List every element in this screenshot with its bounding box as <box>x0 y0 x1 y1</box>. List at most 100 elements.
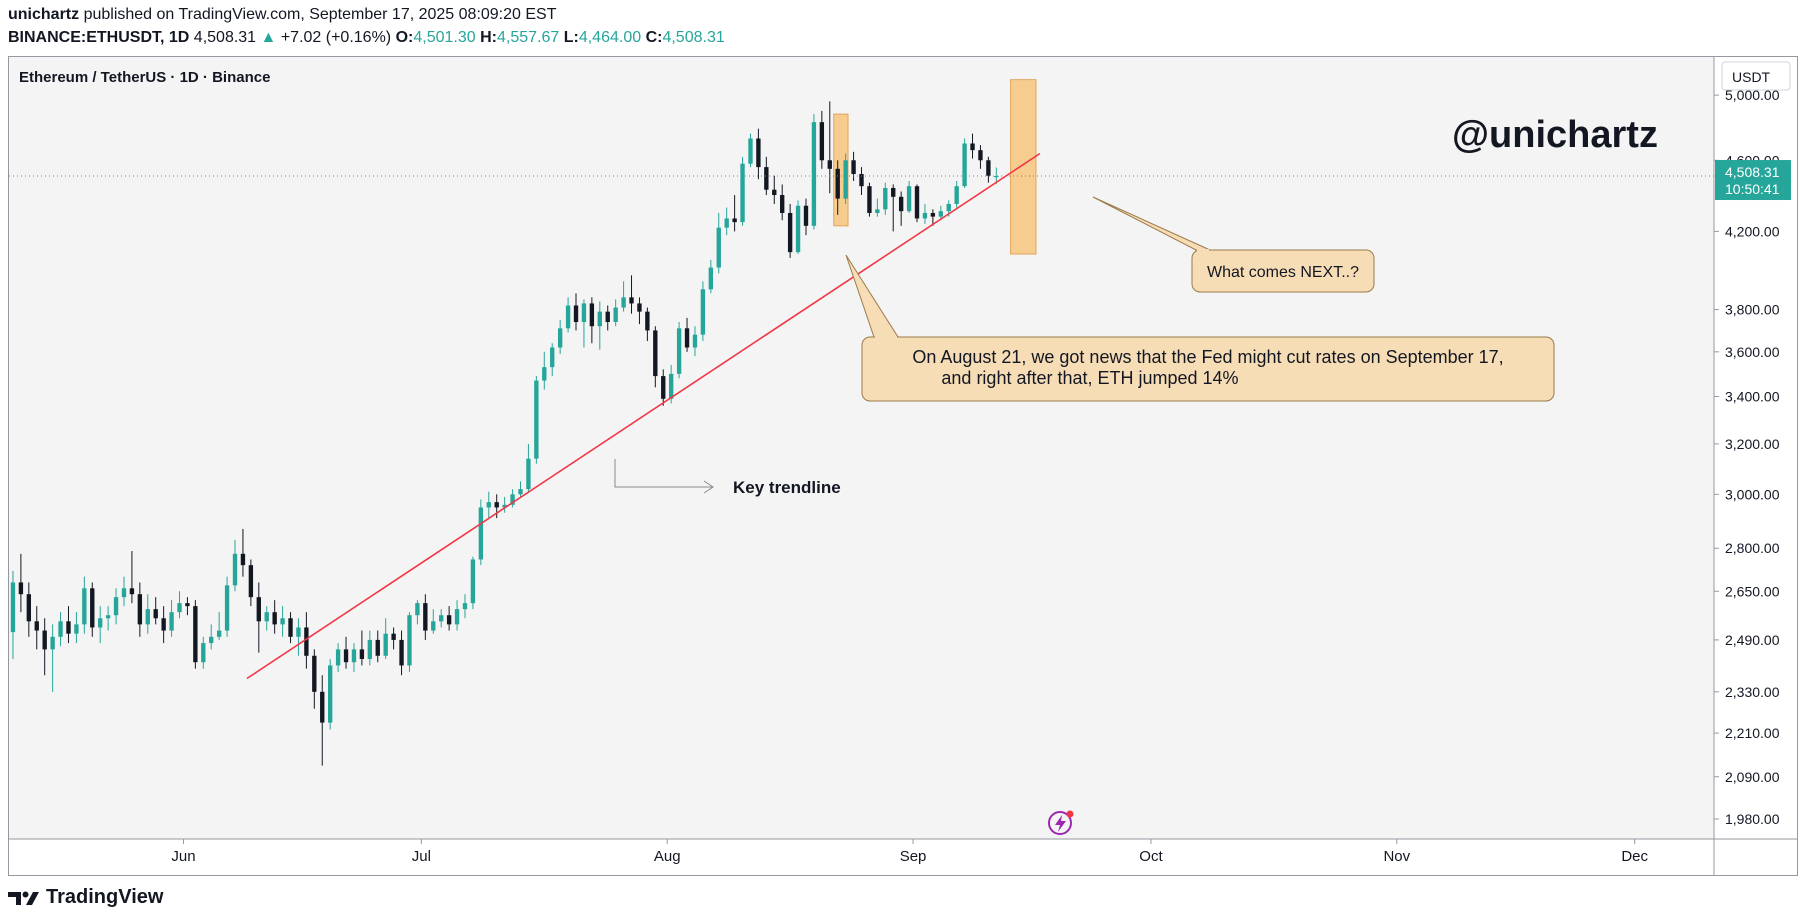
candle-body <box>193 606 198 663</box>
candle <box>962 138 967 188</box>
candle <box>216 612 222 640</box>
candle-body <box>946 203 951 212</box>
price-tick-label: 3,000.00 <box>1725 486 1780 502</box>
candle-body <box>34 621 39 631</box>
candle-body <box>557 328 563 348</box>
candle-body <box>42 630 47 650</box>
candle-body <box>431 621 436 631</box>
candle-body <box>986 160 991 176</box>
candle-body <box>232 553 238 586</box>
highlight-layer <box>833 79 1037 255</box>
candle-body <box>645 311 650 331</box>
candle <box>589 297 595 344</box>
candle <box>50 624 55 692</box>
candle <box>581 299 587 348</box>
candle <box>248 559 254 607</box>
candle-body <box>613 307 618 323</box>
candle <box>224 576 230 637</box>
candle <box>375 630 380 663</box>
candle-body <box>827 160 832 169</box>
candle <box>645 307 650 342</box>
candle-body <box>581 303 587 323</box>
currency-button[interactable] <box>1721 61 1791 91</box>
candle <box>383 618 388 659</box>
candle <box>922 203 928 224</box>
candle <box>906 180 912 213</box>
candle <box>18 553 24 613</box>
candle <box>954 180 959 208</box>
price-tick-label: 3,800.00 <box>1725 302 1780 318</box>
price-tick-label: 3,600.00 <box>1725 344 1780 360</box>
price-tick-label: 2,490.00 <box>1725 632 1780 648</box>
question-callout[interactable]: What comes NEXT..? <box>1092 196 1375 293</box>
candle-body <box>161 618 166 631</box>
candle <box>415 600 420 625</box>
price-axis[interactable]: 5,000.004,600.004,200.003,800.003,600.00… <box>1714 87 1791 827</box>
candle-body <box>256 597 261 622</box>
candle-body <box>407 615 412 666</box>
candle-body <box>891 187 896 197</box>
time-tick-label: Dec <box>1621 848 1648 865</box>
candle <box>423 594 428 640</box>
candle-body <box>867 186 872 213</box>
watermark-text: @unichartz <box>1452 114 1658 156</box>
news-callout-box <box>861 336 1555 402</box>
candle-body <box>462 603 468 610</box>
news-callout[interactable]: On August 21, we got news that the Fed m… <box>845 254 1555 402</box>
candle-body <box>605 311 610 323</box>
candle-body <box>724 218 729 228</box>
time-axis[interactable]: Jun Jul Aug Sep Oct Nov Dec <box>171 839 1649 865</box>
candle-body <box>351 649 357 663</box>
open-value: 4,501.30 <box>413 29 476 46</box>
candle-body <box>526 458 531 490</box>
candle-body <box>240 553 246 566</box>
time-tick-label: Oct <box>1139 848 1163 865</box>
candle <box>898 191 904 226</box>
close-label: C: <box>645 29 663 46</box>
candle <box>613 299 618 327</box>
candle-body <box>653 330 658 377</box>
author-name[interactable]: unichartz <box>8 6 80 23</box>
news-callout-line2: and right after that, ETH jumped 14% <box>941 368 1238 388</box>
tradingview-brand-text: TradingView <box>46 886 164 908</box>
candle <box>446 606 452 631</box>
candle-body <box>335 649 341 666</box>
current-price-tag <box>1715 160 1791 201</box>
candle-body <box>224 585 230 631</box>
candle <box>137 582 143 637</box>
candle-body <box>26 594 32 622</box>
candle <box>296 618 301 656</box>
candle <box>399 630 404 676</box>
time-tick-label: Aug <box>654 848 681 865</box>
candle <box>700 281 706 342</box>
symbol-label[interactable]: BINANCE:ETHUSDT, 1D <box>8 29 190 46</box>
candle <box>66 606 71 644</box>
candle <box>240 528 246 577</box>
candle-body <box>954 186 959 204</box>
candle <box>597 301 602 350</box>
candle-body <box>177 603 182 613</box>
candle-body <box>98 618 103 628</box>
candle <box>145 594 150 634</box>
candle <box>26 582 32 637</box>
candle <box>74 612 79 644</box>
open-label: O: <box>395 29 414 46</box>
candle <box>478 499 484 566</box>
candle <box>708 259 714 294</box>
candle-body <box>716 227 721 268</box>
ohlc-legend: BINANCE:ETHUSDT, 1D 4,508.31 ▲ +7.02 (+0… <box>8 29 725 47</box>
candle-body <box>66 621 71 634</box>
lightning-icon[interactable] <box>1048 810 1074 835</box>
candle <box>875 198 880 217</box>
candle-body <box>922 212 928 219</box>
candle-body <box>962 143 967 187</box>
candle-body <box>835 168 840 199</box>
candle <box>470 556 476 610</box>
candle-body <box>938 211 943 217</box>
candle <box>692 326 698 357</box>
candle-body <box>375 639 380 656</box>
candle <box>280 606 285 637</box>
candle <box>573 293 579 331</box>
tradingview-logo[interactable]: TradingView <box>8 886 163 909</box>
